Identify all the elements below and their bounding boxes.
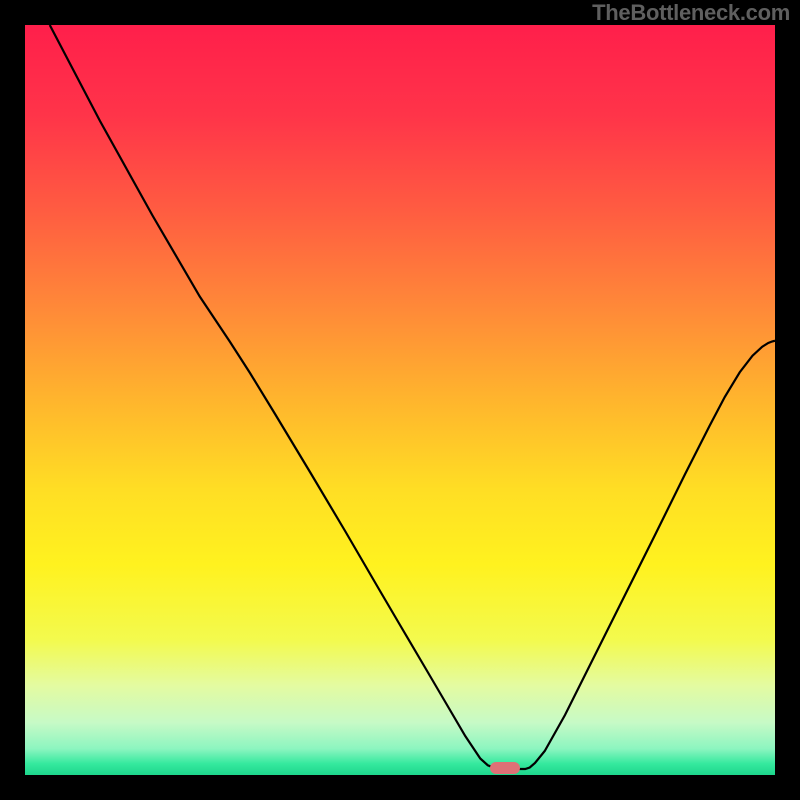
chart-canvas	[0, 0, 800, 800]
bottleneck-chart: TheBottleneck.com	[0, 0, 800, 800]
optimum-marker	[490, 762, 520, 774]
gradient-plot-area	[25, 25, 775, 775]
attribution-label: TheBottleneck.com	[592, 0, 790, 26]
